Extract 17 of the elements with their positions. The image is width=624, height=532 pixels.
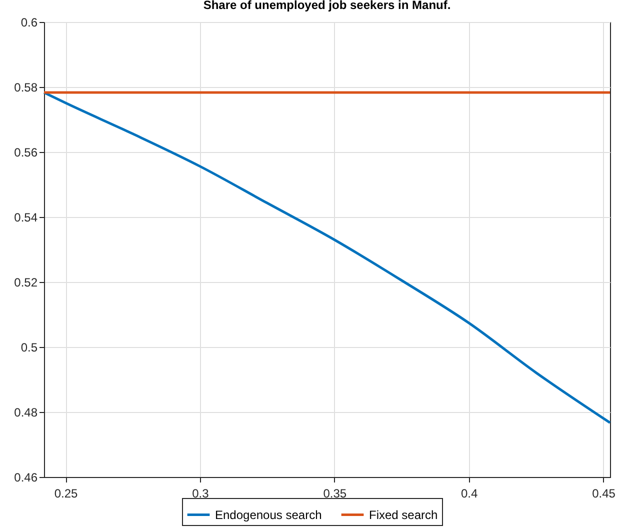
y-tick-label: 0.52 [14,276,38,290]
x-tick-label: 0.35 [323,486,347,500]
y-tick-label: 0.58 [14,80,38,94]
y-tick-label: 0.48 [14,406,38,420]
y-tick-label: 0.54 [14,210,38,224]
x-tick-label: 0.25 [54,486,78,500]
legend-label: Endogenous search [215,508,322,522]
y-tick-label: 0.56 [14,146,38,160]
y-tick-label: 0.5 [20,340,38,354]
y-tick-label: 0.6 [20,16,38,30]
line-series [42,91,612,424]
chart-title: Share of unemployed job seekers in Manuf. [203,0,451,12]
x-tick-label: 0.45 [592,486,616,500]
y-tick-label: 0.46 [14,470,38,484]
x-tick-label: 0.3 [192,486,210,500]
x-tick-label: 0.4 [460,486,478,500]
legend-label: Fixed search [369,508,438,522]
